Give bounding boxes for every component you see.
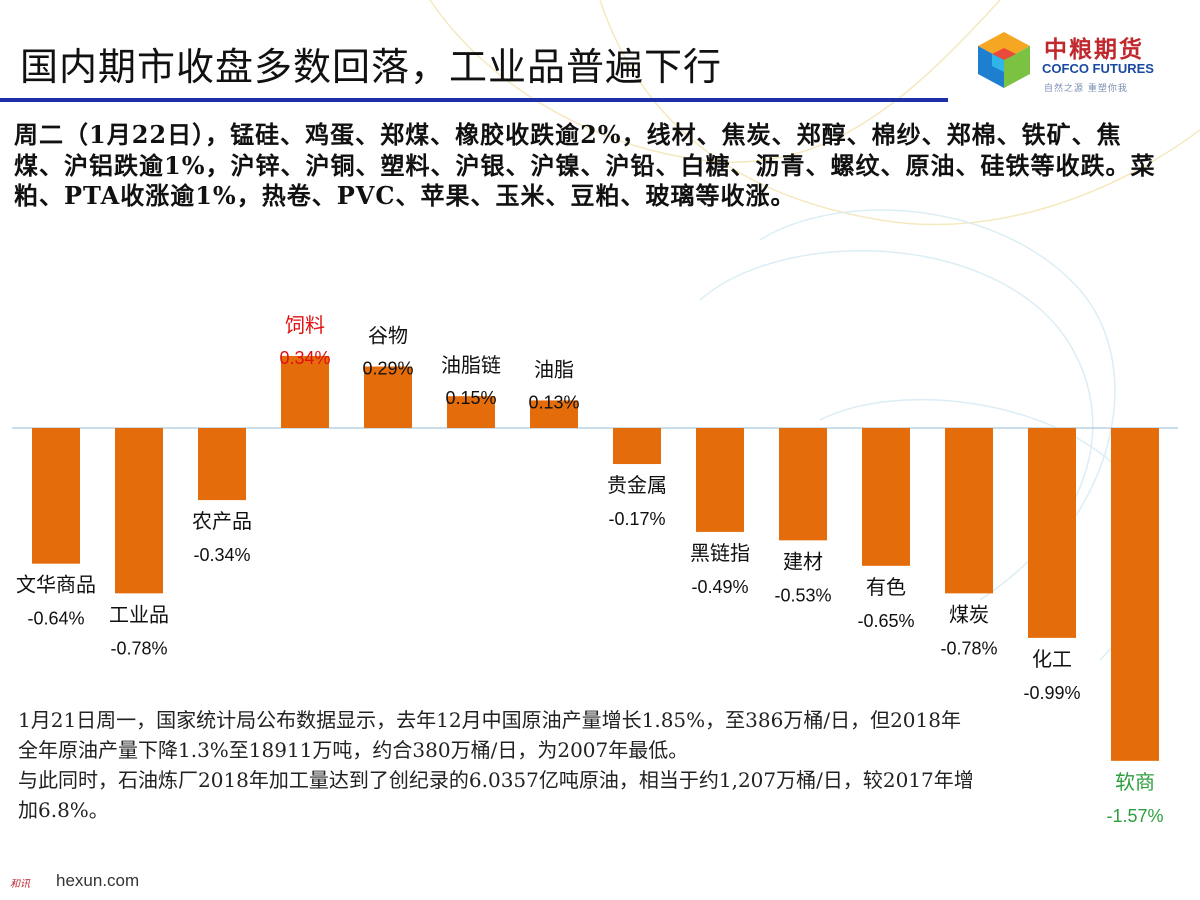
logo-english-name: COFCO FUTURES <box>1042 61 1154 76</box>
bar-11 <box>862 428 910 566</box>
crude-oil-note: 1月21日周一，国家统计局公布数据显示，去年12月中国原油产量增长1.85%，至… <box>18 705 978 825</box>
value-label-11: -0.65% <box>857 611 914 631</box>
watermark-chinese: 和讯 <box>10 879 30 890</box>
category-label-14: 软商 <box>1115 770 1155 794</box>
category-label-12: 煤炭 <box>949 602 989 626</box>
bar-14 <box>1111 428 1159 761</box>
cube-logo-icon <box>978 32 1030 88</box>
value-label-6: 0.15% <box>445 388 496 408</box>
value-label-7: 0.13% <box>528 392 579 412</box>
category-label-13: 化工 <box>1032 647 1072 671</box>
value-label-3: -0.34% <box>193 545 250 565</box>
category-label-5: 谷物 <box>368 324 408 348</box>
bar-1 <box>32 428 80 564</box>
bar-6 <box>447 396 495 428</box>
bar-10 <box>779 428 827 541</box>
market-summary: 周二（1月22日），锰硅、鸡蛋、郑煤、橡胶收跌逾2%，线材、焦炭、郑醇、棉纱、郑… <box>14 120 1156 210</box>
value-label-12: -0.78% <box>940 638 997 658</box>
cofco-futures-logo: 中粮期货 COFCO FUTURES 自然之源 重塑你我 <box>972 26 1182 96</box>
bar-7 <box>530 400 578 428</box>
category-label-2: 工业品 <box>109 602 169 626</box>
category-label-8: 贵金属 <box>607 473 667 497</box>
bar-9 <box>696 428 744 532</box>
value-label-5: 0.29% <box>362 359 413 379</box>
bar-3 <box>198 428 246 501</box>
title-underline <box>0 98 948 102</box>
category-label-6: 油脂链 <box>441 353 501 377</box>
bar-8 <box>613 428 661 465</box>
category-label-11: 有色 <box>866 575 906 599</box>
category-label-3: 农产品 <box>192 509 252 533</box>
value-label-4: 0.34% <box>279 348 330 368</box>
logo-chinese-name: 中粮期货 <box>1044 37 1144 63</box>
category-label-4: 饲料 <box>285 313 325 337</box>
value-label-1: -0.64% <box>27 609 84 629</box>
bar-5 <box>364 366 412 428</box>
value-label-13: -0.99% <box>1023 683 1080 703</box>
bar-12 <box>945 428 993 594</box>
category-label-9: 黑链指 <box>690 541 750 565</box>
value-label-8: -0.17% <box>608 509 665 529</box>
category-label-1: 文华商品 <box>16 573 96 597</box>
bar-4 <box>281 355 329 428</box>
category-label-7: 油脂 <box>534 357 574 381</box>
watermark-english: hexun.com <box>56 871 140 890</box>
bar-2 <box>115 428 163 594</box>
note-paragraph-1: 1月21日周一，国家统计局公布数据显示，去年12月中国原油产量增长1.85%，至… <box>18 708 961 762</box>
category-label-10: 建材 <box>783 549 823 573</box>
value-label-2: -0.78% <box>110 638 167 658</box>
value-label-14: -1.57% <box>1106 806 1163 826</box>
value-label-10: -0.53% <box>774 585 831 605</box>
page-title: 国内期市收盘多数回落，工业品普遍下行 <box>20 45 723 89</box>
value-label-9: -0.49% <box>691 577 748 597</box>
bar-13 <box>1028 428 1076 638</box>
logo-slogan: 自然之源 重塑你我 <box>1044 84 1128 94</box>
note-paragraph-2: 与此同时，石油炼厂2018年加工量达到了创纪录的6.0357亿吨原油，相当于约1… <box>18 768 974 822</box>
